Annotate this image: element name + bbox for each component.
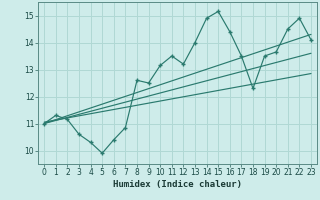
- X-axis label: Humidex (Indice chaleur): Humidex (Indice chaleur): [113, 180, 242, 189]
